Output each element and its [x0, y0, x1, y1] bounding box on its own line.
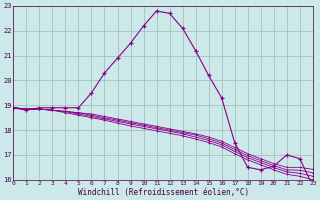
X-axis label: Windchill (Refroidissement éolien,°C): Windchill (Refroidissement éolien,°C): [77, 188, 249, 197]
